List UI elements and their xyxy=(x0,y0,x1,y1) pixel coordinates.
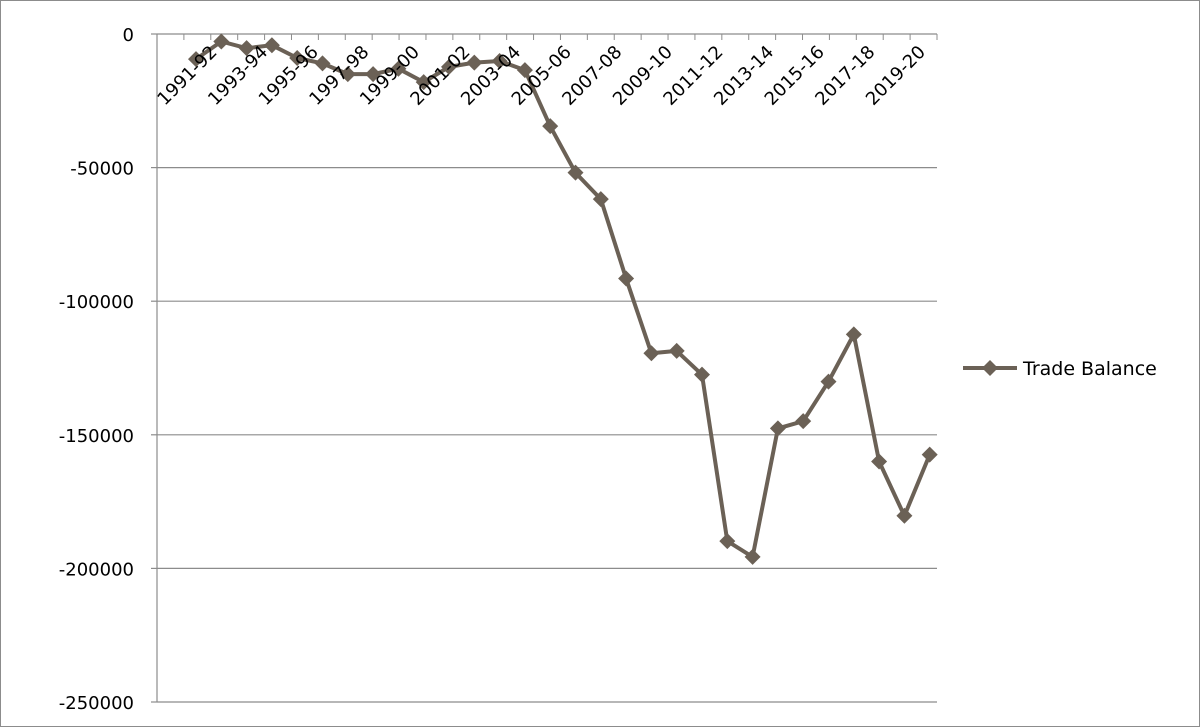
data-point xyxy=(213,33,230,50)
data-point xyxy=(871,453,888,470)
legend-label: Trade Balance xyxy=(1022,358,1157,380)
data-point xyxy=(769,420,786,437)
y-tick-label-1: -50000 xyxy=(70,159,134,180)
data-point xyxy=(845,326,862,343)
data-point xyxy=(921,446,938,463)
data-point xyxy=(795,413,812,430)
data-point xyxy=(694,366,710,383)
data-point xyxy=(491,52,508,69)
data-point xyxy=(643,345,660,362)
data-point xyxy=(314,55,331,72)
data-point xyxy=(238,40,255,57)
y-tick-label-3: -150000 xyxy=(59,426,134,447)
data-point xyxy=(542,118,559,135)
data-point xyxy=(618,270,635,287)
data-point xyxy=(820,373,837,390)
data-point xyxy=(365,66,382,83)
data-point xyxy=(744,548,761,565)
data-point xyxy=(719,533,736,550)
data-point xyxy=(390,60,407,77)
data-point xyxy=(263,37,280,54)
series-line-0 xyxy=(194,39,932,559)
axes xyxy=(151,33,938,703)
legend: Trade Balance xyxy=(963,358,1157,380)
y-axis-ticks: 0 -50000 -100000 -150000 -200000 -250000 xyxy=(59,25,134,714)
data-point xyxy=(441,58,457,75)
data-point xyxy=(896,507,913,524)
data-point xyxy=(592,191,609,208)
y-tick-label-4: -200000 xyxy=(59,559,134,580)
data-point xyxy=(668,342,685,359)
data-point xyxy=(567,164,584,181)
data-point xyxy=(188,51,204,68)
legend-marker-icon xyxy=(982,360,998,376)
data-point xyxy=(415,74,432,91)
x-axis-ticks: 1991-921993-941995-961997-981999-002001-… xyxy=(153,42,929,110)
y-tick-label-2: -100000 xyxy=(59,292,134,313)
y-tick-label-0: 0 xyxy=(123,25,134,46)
data-point xyxy=(516,62,533,79)
y-tick-label-5: -250000 xyxy=(59,693,134,714)
data-point xyxy=(466,54,483,71)
series-group xyxy=(188,33,938,565)
data-point xyxy=(289,50,306,67)
gridlines xyxy=(157,167,937,703)
data-point xyxy=(339,66,356,83)
